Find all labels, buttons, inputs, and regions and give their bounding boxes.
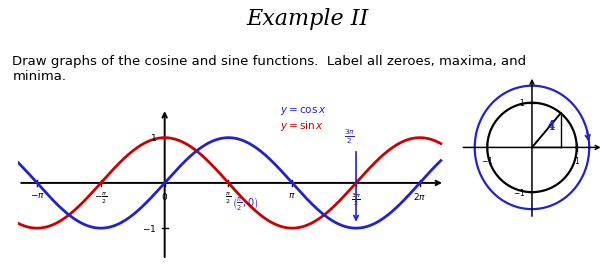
- Text: $-1$: $-1$: [142, 223, 157, 234]
- Text: $-\pi$: $-\pi$: [30, 191, 45, 200]
- Text: Draw graphs of the cosine and sine functions.  Label all zeroes, maxima, and
min: Draw graphs of the cosine and sine funct…: [12, 55, 526, 83]
- Text: $\frac{3\pi}{2}$: $\frac{3\pi}{2}$: [351, 191, 361, 208]
- Text: $1$: $1$: [149, 132, 157, 143]
- Text: $2\pi$: $2\pi$: [413, 191, 426, 202]
- Text: $1$: $1$: [574, 155, 580, 167]
- Text: $-1$: $-1$: [513, 187, 525, 198]
- Text: $y = \sin x$: $y = \sin x$: [280, 119, 324, 133]
- Text: $-1$: $-1$: [481, 155, 493, 167]
- Text: $\frac{3\pi}{2}$: $\frac{3\pi}{2}$: [344, 127, 355, 146]
- Text: Example II: Example II: [247, 8, 368, 30]
- Text: $\frac{\pi}{2}$: $\frac{\pi}{2}$: [226, 191, 231, 206]
- Text: $\pi$: $\pi$: [288, 191, 296, 200]
- Text: $-\frac{\pi}{2}$: $-\frac{\pi}{2}$: [94, 191, 108, 206]
- Text: 4: 4: [546, 120, 555, 133]
- Text: $\left(\frac{\pi}{2}, 0\right)$: $\left(\frac{\pi}{2}, 0\right)$: [232, 195, 258, 212]
- Text: $y = \cos x$: $y = \cos x$: [280, 105, 327, 117]
- Text: $0$: $0$: [161, 191, 169, 202]
- Text: $1$: $1$: [519, 97, 525, 108]
